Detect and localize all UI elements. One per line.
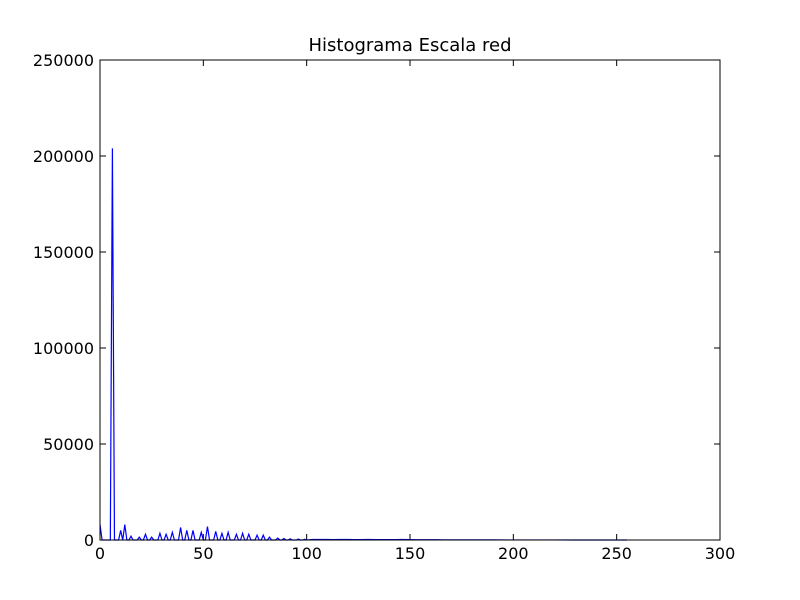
x-tick-label: 100: [291, 544, 322, 563]
x-tick-label: 150: [395, 544, 426, 563]
y-tick-label: 250000: [33, 51, 94, 70]
y-tick-label: 0: [84, 531, 94, 550]
x-tick-label: 250: [601, 544, 632, 563]
y-tick-label: 100000: [33, 339, 94, 358]
x-tick-label: 300: [705, 544, 736, 563]
y-tick-label: 50000: [43, 435, 94, 454]
plot-frame: [99, 59, 721, 541]
x-tick-label: 50: [193, 544, 213, 563]
histogram-line: [99, 148, 627, 541]
x-tick-label: 0: [95, 544, 105, 563]
y-tick-label: 150000: [33, 243, 94, 262]
chart-title: Histograma Escala red: [308, 35, 512, 56]
y-tick-label: 200000: [33, 147, 94, 166]
x-tick-label: 200: [498, 544, 529, 563]
